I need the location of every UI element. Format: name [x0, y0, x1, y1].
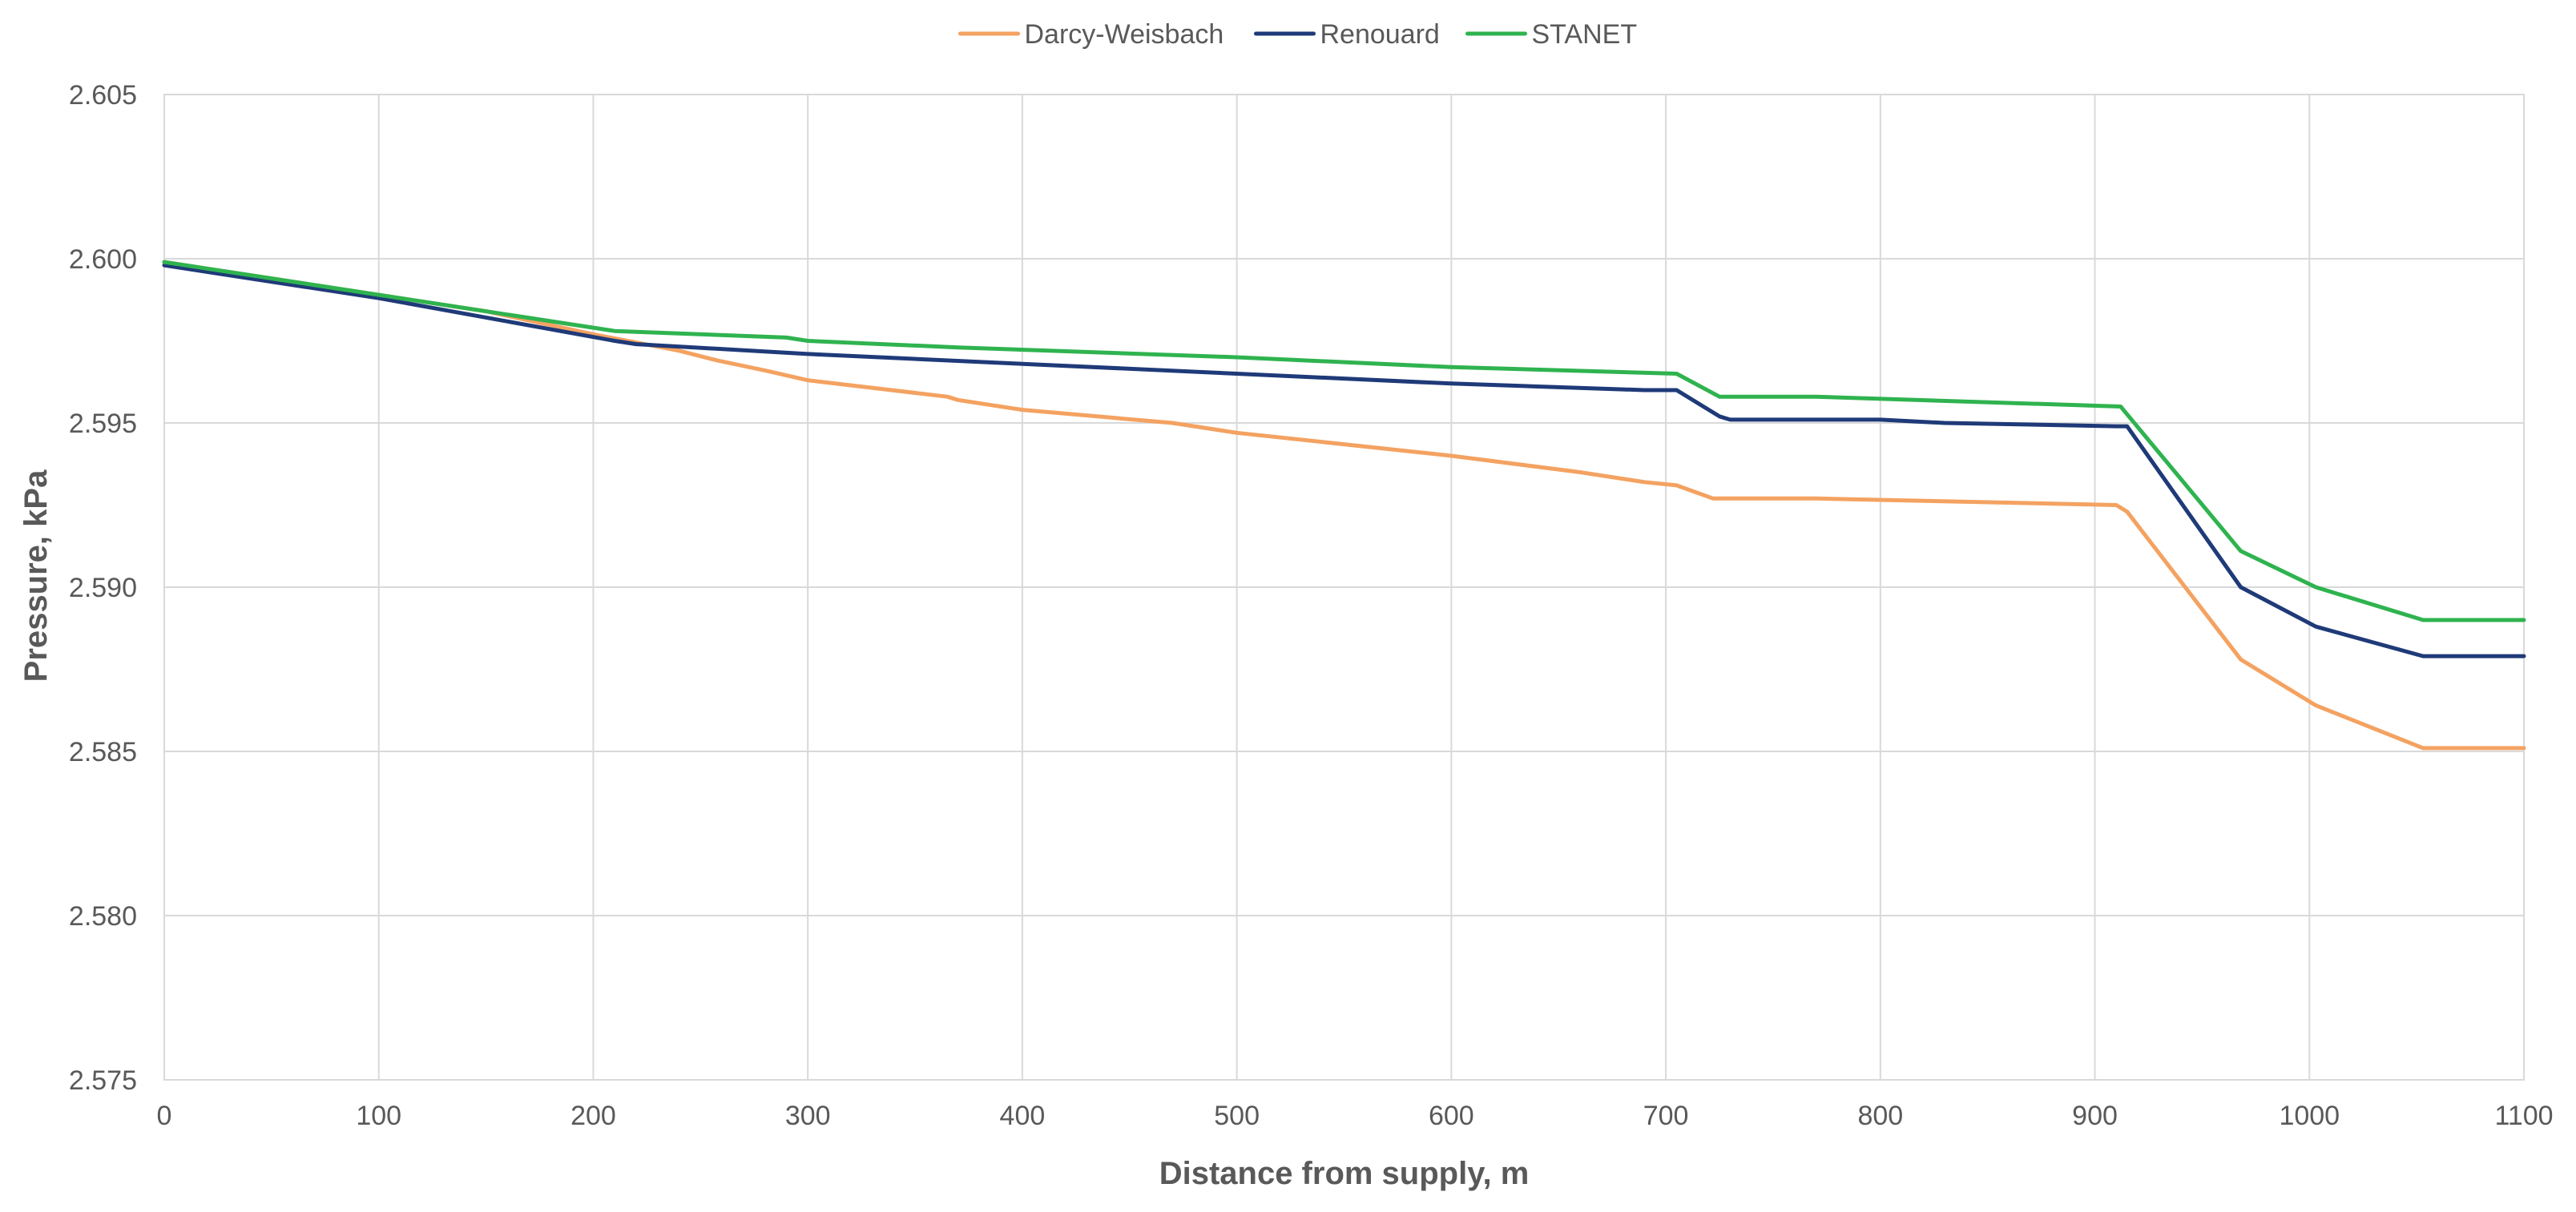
legend-item-stanet: STANET [1465, 19, 1638, 50]
x-tick-label: 200 [570, 1101, 616, 1131]
legend-item-renouard: Renouard [1254, 19, 1440, 50]
y-tick-label: 2.590 [69, 573, 137, 603]
legend: Darcy-Weisbach Renouard STANET [958, 19, 1638, 50]
x-tick-label: 800 [1857, 1101, 1903, 1131]
x-tick-label: 1100 [2494, 1101, 2553, 1131]
x-tick-label: 1000 [2279, 1101, 2340, 1131]
grid-lines [163, 94, 2525, 1081]
series-line-renouard [162, 263, 2526, 658]
series-line-darcy-weisbach [162, 260, 2526, 751]
legend-label: STANET [1532, 19, 1638, 50]
plot-area-frame [163, 94, 2525, 1081]
x-tick-label: 0 [157, 1101, 172, 1131]
legend-item-darcy-weisbach: Darcy-Weisbach [958, 19, 1224, 50]
x-tick-label: 700 [1643, 1101, 1689, 1131]
legend-label: Darcy-Weisbach [1025, 19, 1224, 50]
series-lines [162, 260, 2526, 751]
x-tick-label: 400 [1000, 1101, 1046, 1131]
x-tick-label: 600 [1429, 1101, 1474, 1131]
y-axis-tick-labels: 2.575 2.580 2.585 2.590 2.595 2.600 2.605 [69, 80, 137, 1096]
y-tick-label: 2.600 [69, 244, 137, 275]
y-tick-label: 2.580 [69, 901, 137, 932]
x-axis-title: Distance from supply, m [1159, 1156, 1530, 1191]
y-tick-label: 2.585 [69, 737, 137, 767]
y-tick-label: 2.595 [69, 409, 137, 439]
legend-label: Renouard [1320, 19, 1440, 50]
series-line-stanet [162, 260, 2526, 622]
x-axis-tick-labels: 0 100 200 300 400 500 600 700 800 900 1000 1100 [157, 1101, 2554, 1131]
x-tick-label: 500 [1214, 1101, 1260, 1131]
y-axis-title: Pressure, kPa [18, 469, 54, 682]
y-tick-label: 2.605 [69, 80, 137, 111]
x-tick-label: 100 [356, 1101, 401, 1131]
x-tick-label: 900 [2072, 1101, 2118, 1131]
y-tick-label: 2.575 [69, 1065, 137, 1096]
x-tick-label: 300 [785, 1101, 831, 1131]
